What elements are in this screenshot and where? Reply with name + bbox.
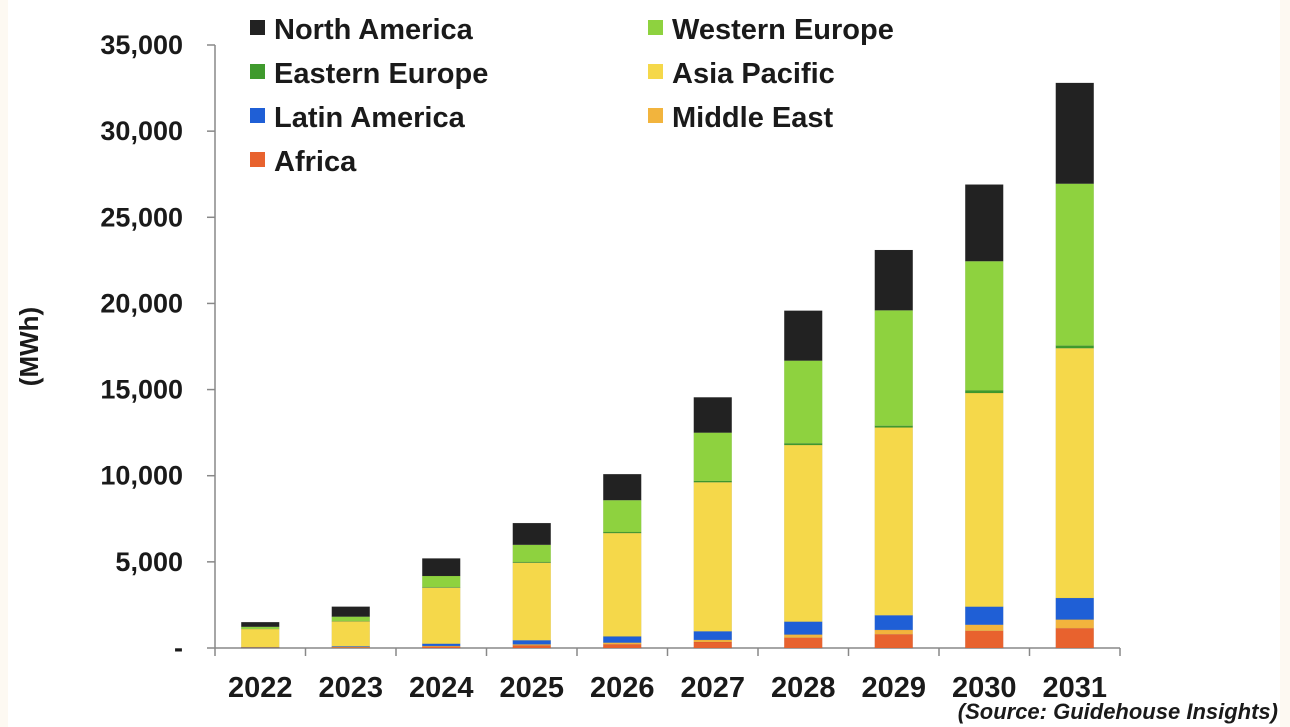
bar-segment — [693, 397, 732, 433]
bar-segment — [693, 631, 732, 641]
bar-segment — [1055, 345, 1094, 349]
bar-segment — [1055, 619, 1094, 629]
bar-segment — [512, 645, 551, 649]
bar-segment — [331, 621, 370, 647]
bar-segment — [874, 629, 913, 635]
bar-segment — [965, 624, 1004, 632]
x-tick-label: 2026 — [590, 672, 655, 704]
bar-segment — [512, 544, 551, 563]
x-tick-label: 2030 — [952, 672, 1017, 704]
bar-segment — [1055, 627, 1094, 649]
bar-segment — [1055, 597, 1094, 620]
bar-segment — [331, 616, 370, 622]
legend-label: Latin America — [274, 102, 466, 134]
bar-segment — [965, 630, 1004, 649]
bar-segment — [784, 634, 823, 638]
bar-segment — [241, 621, 280, 628]
y-tick-label: 20,000 — [100, 288, 183, 318]
source-note: (Source: Guidehouse Insights) — [957, 699, 1278, 724]
bar-segment — [693, 482, 732, 632]
legend-swatch — [250, 20, 265, 35]
legend-swatch — [250, 108, 265, 123]
legend-swatch — [648, 20, 663, 35]
legend-label: Western Europe — [672, 14, 894, 46]
bar-segment — [603, 532, 642, 637]
legend-swatch — [648, 64, 663, 79]
bar-segment — [874, 615, 913, 631]
y-tick-label: - — [174, 633, 183, 663]
y-tick-label: 5,000 — [115, 547, 183, 577]
bar-segment — [965, 184, 1004, 262]
x-tick-label: 2024 — [409, 672, 474, 704]
bar-segment — [422, 587, 461, 644]
bar-segment — [784, 310, 823, 361]
legend-label: Asia Pacific — [672, 58, 835, 90]
y-axis-title: (MWh) — [14, 307, 44, 386]
x-tick-label: 2029 — [861, 672, 926, 704]
x-tick-label: 2031 — [1042, 672, 1107, 704]
bar-segment — [241, 628, 280, 648]
bar-segment — [784, 637, 823, 649]
bar-segment — [965, 390, 1004, 394]
bar-segment — [603, 636, 642, 643]
x-tick-label: 2027 — [680, 672, 745, 704]
legend-swatch — [250, 64, 265, 79]
bar-segment — [784, 621, 823, 635]
bar-segment — [1055, 183, 1094, 346]
bar-segment — [422, 586, 461, 588]
bar-segment — [784, 443, 823, 446]
bar-segment — [422, 643, 461, 647]
bar-segment — [603, 643, 642, 649]
legend-label: Eastern Europe — [274, 58, 488, 90]
legend-label: North America — [274, 14, 474, 46]
bar-segment — [874, 249, 913, 311]
bar-segment — [874, 310, 913, 427]
bar-segment — [1055, 82, 1094, 184]
bar-segment — [874, 427, 913, 616]
bar-segment — [693, 432, 732, 482]
legend-swatch — [648, 108, 663, 123]
bar-segment — [784, 360, 823, 444]
bar-segment — [965, 392, 1004, 607]
bar-segment — [241, 626, 280, 630]
legend-label: Middle East — [672, 102, 833, 134]
bar-segment — [874, 425, 913, 428]
bar-segment — [512, 522, 551, 546]
legend-swatch — [250, 152, 265, 167]
x-tick-label: 2025 — [499, 672, 564, 704]
x-tick-label: 2028 — [771, 672, 836, 704]
y-tick-label: 10,000 — [100, 461, 183, 491]
y-tick-label: 35,000 — [100, 30, 183, 60]
bar-segment — [512, 562, 551, 641]
bar-segment — [784, 444, 823, 622]
bar-segment — [693, 639, 732, 643]
bar-segment — [965, 260, 1004, 391]
x-tick-label: 2023 — [318, 672, 383, 704]
bar-segment — [422, 575, 461, 588]
y-tick-label: 15,000 — [100, 375, 183, 405]
bar-segment — [512, 644, 551, 646]
x-tick-label: 2022 — [228, 672, 293, 704]
bar-segment — [331, 606, 370, 617]
bar-segment — [512, 639, 551, 645]
bar-segment — [1055, 347, 1094, 599]
bar-segment — [965, 606, 1004, 625]
y-tick-label: 30,000 — [100, 116, 183, 146]
y-tick-label: 25,000 — [100, 202, 183, 232]
bar-segment — [874, 633, 913, 649]
bar-segment — [603, 499, 642, 533]
legend-label: Africa — [274, 146, 357, 178]
bar-segment — [422, 558, 461, 577]
bar-segment — [603, 473, 642, 501]
bar-segment — [693, 641, 732, 649]
